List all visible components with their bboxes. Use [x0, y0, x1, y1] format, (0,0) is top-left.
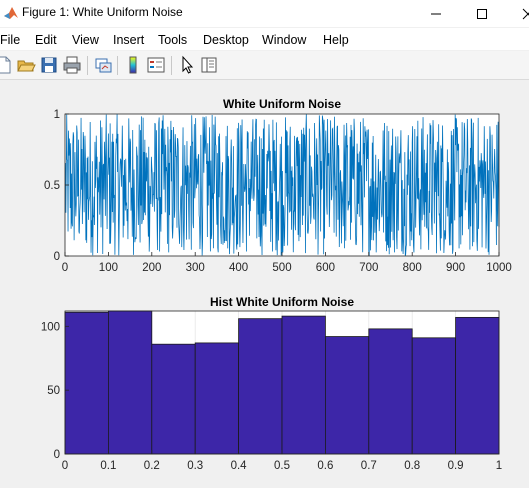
hist-bar — [151, 343, 196, 455]
line-chart-title: White Uniform Noise — [223, 97, 341, 111]
x-tick-label: 200 — [142, 262, 161, 274]
menu-file[interactable]: File — [0, 33, 21, 47]
menu-edit[interactable]: Edit — [35, 33, 57, 47]
x-tick-label: 0.7 — [361, 460, 377, 472]
y-tick-label: 100 — [41, 321, 60, 333]
y-tick-label: 0 — [54, 449, 60, 461]
figure-canvas: White Uniform Noise 0 100 200 300 400 500 600 7… — [0, 80, 529, 483]
x-tick-label: 0 — [62, 262, 68, 274]
x-tick-label: 0 — [62, 460, 68, 472]
x-tick-label: 1000 — [486, 262, 512, 274]
title-bar: Figure 1: White Uniform Noise — [0, 0, 529, 27]
matlab-logo-icon — [4, 7, 18, 19]
open-file-icon[interactable] — [16, 55, 36, 75]
axes-line-plot[interactable]: White Uniform Noise 0 100 200 300 400 500 600 7… — [44, 97, 512, 274]
new-figure-icon[interactable] — [0, 55, 14, 75]
hist-bar — [64, 311, 109, 455]
x-tick-label: 100 — [99, 262, 118, 274]
noise-series-line — [65, 114, 500, 257]
menu-bar: File Edit View Insert Tools Desktop Wind… — [0, 28, 529, 50]
x-tick-label: 0.9 — [448, 460, 464, 472]
toolbar-separator — [87, 56, 88, 75]
pointer-icon[interactable] — [178, 55, 198, 75]
close-button[interactable] — [505, 0, 529, 27]
link-plot-icon[interactable] — [93, 55, 113, 75]
minimize-icon — [431, 13, 441, 14]
x-tick-label: 0.4 — [231, 460, 248, 472]
minimize-button[interactable] — [413, 0, 459, 27]
menu-help[interactable]: Help — [323, 33, 349, 47]
colorbar-icon[interactable] — [123, 55, 143, 75]
x-tick-label: 400 — [229, 262, 248, 274]
x-tick-label: 0.8 — [404, 460, 420, 472]
hist-bars — [64, 310, 500, 455]
x-tick-label: 300 — [186, 262, 205, 274]
menu-desktop[interactable]: Desktop — [203, 33, 249, 47]
toolbar-separator — [171, 56, 172, 75]
line-x-ticks: 0 100 200 300 400 500 600 700 800 900 1000 — [62, 252, 512, 274]
x-tick-label: 900 — [446, 262, 465, 274]
x-tick-label: 800 — [403, 262, 422, 274]
hist-bar — [368, 328, 413, 455]
toolbar — [0, 51, 529, 80]
save-icon[interactable] — [39, 55, 59, 75]
axes-histogram[interactable]: Hist White Uniform Noise 0 0.1 0.2 0.3 0.4 0.… — [41, 295, 502, 472]
x-tick-label: 0.6 — [317, 460, 333, 472]
x-tick-label: 0.2 — [144, 460, 160, 472]
hist-x-ticks: 0 0.1 0.2 0.3 0.4 0.5 0.6 0.7 0.8 0.9 1 — [62, 450, 502, 472]
toolbar-separator — [117, 56, 118, 75]
x-tick-label: 600 — [316, 262, 335, 274]
hist-bar — [281, 315, 326, 455]
y-tick-label: 50 — [47, 385, 60, 397]
hist-bar — [238, 318, 283, 455]
x-tick-label: 1 — [496, 460, 502, 472]
line-y-ticks: 00.51 — [44, 109, 69, 263]
maximize-button[interactable] — [459, 0, 505, 27]
x-tick-label: 700 — [359, 262, 378, 274]
menu-insert[interactable]: Insert — [113, 33, 145, 47]
x-tick-label: 0.5 — [274, 460, 290, 472]
window-title: Figure 1: White Uniform Noise — [22, 5, 183, 19]
menu-window[interactable]: Window — [262, 33, 307, 47]
x-tick-label: 0.1 — [100, 460, 116, 472]
plots-svg[interactable]: White Uniform Noise 0 100 200 300 400 500 600 7… — [0, 80, 529, 483]
hist-bar — [324, 336, 370, 455]
maximize-icon — [477, 8, 487, 19]
y-tick-label: 1 — [54, 109, 60, 121]
close-icon — [522, 8, 529, 19]
hist-bar — [194, 342, 239, 455]
hist-bar — [108, 310, 153, 455]
legend-icon[interactable] — [146, 55, 166, 75]
menu-view[interactable]: View — [72, 33, 99, 47]
x-tick-label: 500 — [272, 262, 291, 274]
property-inspector-icon[interactable] — [199, 55, 219, 75]
y-tick-label: 0 — [54, 251, 60, 263]
hist-bar — [411, 337, 457, 455]
menu-tools[interactable]: Tools — [158, 33, 188, 47]
hist-bar — [455, 316, 500, 455]
print-icon[interactable] — [62, 55, 82, 75]
hist-chart-title: Hist White Uniform Noise — [210, 295, 354, 309]
hist-y-ticks: 0 50 100 — [41, 321, 69, 461]
x-tick-label: 0.3 — [187, 460, 203, 472]
y-tick-label: 0.5 — [44, 180, 60, 192]
